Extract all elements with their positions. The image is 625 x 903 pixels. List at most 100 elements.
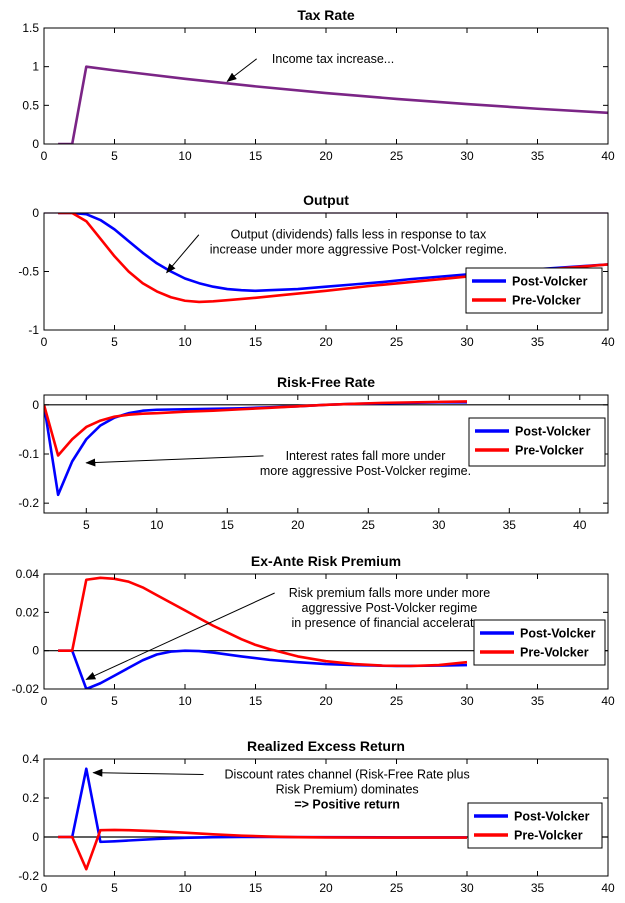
y-tick-label: 0 — [32, 830, 39, 844]
y-tick-label: 0.4 — [22, 752, 39, 766]
series-line-pre-volcker — [44, 400, 468, 457]
x-tick-label: 35 — [503, 518, 517, 532]
annotation-text: Output (dividends) falls less in respons… — [231, 228, 487, 242]
annotation-arrow — [85, 455, 264, 467]
panel-3: Risk-Free Rate 5 10 15 20 25 30 35 40 -0.2 -0.1 0 In… — [18, 374, 609, 532]
x-tick-label: 20 — [319, 335, 333, 349]
y-tick-label: 1 — [32, 60, 39, 74]
x-tick-label: 0 — [41, 149, 48, 163]
annotation: Risk premium falls more under moreaggres… — [85, 586, 490, 680]
x-tick-label: 25 — [390, 149, 404, 163]
y-tick-label: 0 — [32, 206, 39, 220]
series-line-pre-volcker — [58, 828, 467, 871]
y-tick-label: -0.2 — [18, 496, 39, 510]
x-tick-label: 5 — [83, 518, 90, 532]
annotation-arrow — [166, 234, 200, 274]
annotation: Income tax increase... — [226, 52, 394, 82]
series-line-pre-volcker — [58, 213, 608, 304]
panel-title: Risk-Free Rate — [277, 374, 375, 390]
annotation-arrow — [85, 592, 275, 680]
x-tick-label: 15 — [249, 335, 263, 349]
x-tick-label: 35 — [531, 149, 545, 163]
panel-5: Realized Excess Return 0 5 10 15 20 25 30 35 40 -0… — [18, 738, 615, 895]
y-tick-label: 0 — [32, 137, 39, 151]
annotation-text: Risk Premium) dominates — [276, 783, 419, 797]
y-tick-label: 0 — [32, 644, 39, 658]
x-tick-label: 25 — [362, 518, 376, 532]
x-tick-label: 20 — [319, 149, 333, 163]
x-tick-label: 15 — [249, 149, 263, 163]
series-line-post-volcker — [58, 649, 468, 689]
x-tick-label: 10 — [150, 518, 164, 532]
annotation-text: Interest rates fall more under — [286, 449, 446, 463]
legend-label: Pre-Volcker — [520, 646, 589, 660]
x-tick-label: 35 — [531, 335, 545, 349]
panel-title: Tax Rate — [297, 7, 355, 23]
panel-4: Ex-Ante Risk Premium 0 5 10 15 20 25 30 35 40 -0.0… — [12, 553, 615, 708]
y-tick-label: 1.5 — [22, 21, 39, 35]
x-tick-label: 30 — [432, 518, 446, 532]
x-tick-label: 5 — [111, 335, 118, 349]
y-tick-label: 0.04 — [16, 567, 40, 581]
panel-title: Output — [303, 192, 349, 208]
y-tick-label: -0.02 — [12, 682, 40, 696]
panel-title: Realized Excess Return — [247, 738, 405, 754]
x-tick-label: 0 — [41, 335, 48, 349]
x-tick-label: 0 — [41, 881, 48, 895]
legend-label: Pre-Volcker — [512, 294, 581, 308]
x-tick-label: 40 — [601, 335, 615, 349]
x-tick-label: 10 — [178, 694, 192, 708]
plot-frame — [43, 27, 609, 145]
legend: Post-Volcker Pre-Volcker — [473, 619, 606, 666]
panel-title: Ex-Ante Risk Premium — [251, 553, 401, 569]
annotation-text: Discount rates channel (Risk-Free Rate p… — [225, 768, 470, 782]
x-tick-label: 15 — [249, 881, 263, 895]
panel-1: Tax Rate 0 5 10 15 20 25 30 35 40 0 0.5 1 1.5 Income t… — [22, 7, 615, 163]
x-tick-label: 25 — [390, 881, 404, 895]
legend-label: Pre-Volcker — [514, 829, 583, 843]
y-tick-label: 0.02 — [16, 605, 40, 619]
x-tick-label: 20 — [319, 694, 333, 708]
x-tick-label: 10 — [178, 335, 192, 349]
annotation-text: increase under more aggressive Post-Volc… — [210, 243, 507, 257]
y-tick-label: -0.5 — [18, 265, 39, 279]
x-tick-label: 10 — [178, 881, 192, 895]
annotation-text: more aggressive Post-Volcker regime. — [260, 464, 471, 478]
x-tick-label: 30 — [460, 335, 474, 349]
x-tick-label: 30 — [460, 694, 474, 708]
x-tick-label: 15 — [221, 518, 235, 532]
legend: Post-Volcker Pre-Volcker — [467, 802, 603, 849]
annotation-text: Income tax increase... — [272, 52, 394, 66]
series-line-post-volcker — [58, 213, 608, 293]
x-tick-label: 40 — [601, 694, 615, 708]
y-tick-label: -0.1 — [18, 447, 39, 461]
legend-label: Post-Volcker — [520, 627, 596, 641]
y-tick-label: -1 — [28, 323, 39, 337]
x-tick-label: 10 — [178, 149, 192, 163]
series-line-pre-volcker — [58, 576, 468, 668]
x-tick-label: 40 — [601, 149, 615, 163]
annotation-text: Risk premium falls more under more — [289, 586, 490, 600]
x-tick-label: 35 — [531, 694, 545, 708]
x-tick-label: 30 — [460, 149, 474, 163]
x-tick-label: 20 — [319, 881, 333, 895]
x-tick-label: 0 — [41, 694, 48, 708]
x-tick-label: 25 — [390, 335, 404, 349]
x-tick-label: 35 — [531, 881, 545, 895]
x-tick-label: 20 — [291, 518, 305, 532]
legend: Post-Volcker Pre-Volcker — [468, 417, 606, 467]
legend-label: Post-Volcker — [515, 425, 591, 439]
y-tick-label: -0.2 — [18, 869, 39, 883]
y-tick-label: 0 — [32, 398, 39, 412]
legend-label: Post-Volcker — [514, 810, 590, 824]
annotation-text: aggressive Post-Volcker regime — [302, 601, 478, 615]
legend-box — [468, 417, 606, 467]
legend-box — [467, 802, 603, 849]
x-tick-label: 5 — [111, 149, 118, 163]
annotation: Output (dividends) falls less in respons… — [166, 228, 507, 274]
legend: Post-Volcker Pre-Volcker — [465, 267, 603, 314]
y-tick-label: 0.5 — [22, 98, 39, 112]
x-tick-label: 25 — [390, 694, 404, 708]
